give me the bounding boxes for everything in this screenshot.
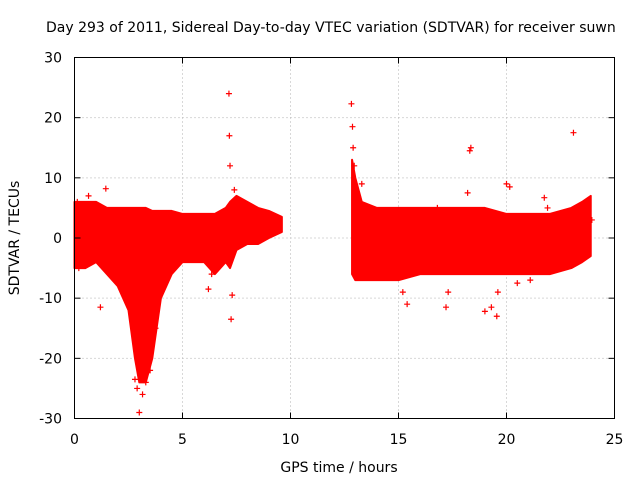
data-point — [231, 186, 238, 193]
data-point — [208, 271, 215, 278]
data-point — [147, 367, 154, 374]
data-point — [349, 123, 356, 130]
data-point — [466, 147, 473, 154]
data-point — [85, 192, 92, 199]
y-axis-label: SDTVAR / TECUs — [7, 181, 23, 296]
data-point — [481, 308, 488, 315]
y-axis-ticks: -30 -20 -10 0 10 20 30 — [39, 51, 615, 428]
data-point — [228, 316, 235, 323]
data-point — [445, 289, 452, 296]
data-point — [404, 301, 411, 308]
x-tick-label: 25 — [606, 432, 624, 448]
data-point — [120, 289, 127, 296]
data-point — [348, 100, 355, 107]
data-point — [399, 289, 406, 296]
data-point — [139, 391, 146, 398]
data-point — [227, 162, 234, 169]
data-point — [351, 162, 358, 169]
data-point — [514, 280, 521, 287]
chart-title: Day 293 of 2011, Sidereal Day-to-day VTE… — [46, 20, 616, 36]
y-tick-label: 0 — [53, 231, 62, 247]
data-point — [102, 185, 109, 192]
data-point — [134, 385, 141, 392]
data-point — [205, 286, 212, 293]
data-point — [494, 289, 501, 296]
y-tick-label: 30 — [44, 51, 62, 67]
data-point — [583, 244, 590, 251]
data-point — [527, 277, 534, 284]
y-tick-label: 20 — [44, 111, 62, 127]
x-tick-label: 0 — [70, 432, 79, 448]
data-point — [350, 144, 357, 151]
data-point — [493, 313, 500, 320]
data-point — [488, 304, 495, 311]
data-point — [131, 376, 138, 383]
outlier-points — [74, 90, 595, 416]
data-envelope-1 — [73, 194, 283, 384]
data-point — [588, 216, 595, 223]
data-point — [544, 204, 551, 211]
data-point — [229, 292, 236, 299]
data-point — [142, 379, 149, 386]
x-tick-label: 20 — [498, 432, 516, 448]
data-point — [75, 265, 82, 272]
data-point — [74, 198, 81, 205]
data-envelope-2 — [351, 158, 592, 282]
x-tick-label: 5 — [178, 432, 187, 448]
data-point — [225, 90, 232, 97]
data-point — [434, 204, 441, 211]
y-tick-label: -20 — [39, 351, 62, 367]
data-point — [124, 283, 131, 290]
y-tick-label: -10 — [39, 291, 62, 307]
data-point — [226, 132, 233, 139]
data-point — [503, 180, 510, 187]
data-point — [464, 189, 471, 196]
data-point — [152, 325, 159, 332]
data-point — [443, 304, 450, 311]
data-point — [97, 304, 104, 311]
data-point — [136, 409, 143, 416]
data-point — [570, 129, 577, 136]
data-point — [467, 144, 474, 151]
y-tick-label: 10 — [44, 171, 62, 187]
x-axis-label: GPS time / hours — [280, 460, 397, 476]
data-point — [506, 183, 513, 190]
data-point — [541, 194, 548, 201]
x-tick-label: 10 — [282, 432, 300, 448]
y-tick-label: -30 — [39, 412, 62, 428]
data-point — [358, 180, 365, 187]
x-tick-label: 15 — [390, 432, 408, 448]
x-axis-ticks: 0 5 10 15 20 25 — [70, 57, 624, 448]
data-envelopes — [73, 158, 592, 384]
